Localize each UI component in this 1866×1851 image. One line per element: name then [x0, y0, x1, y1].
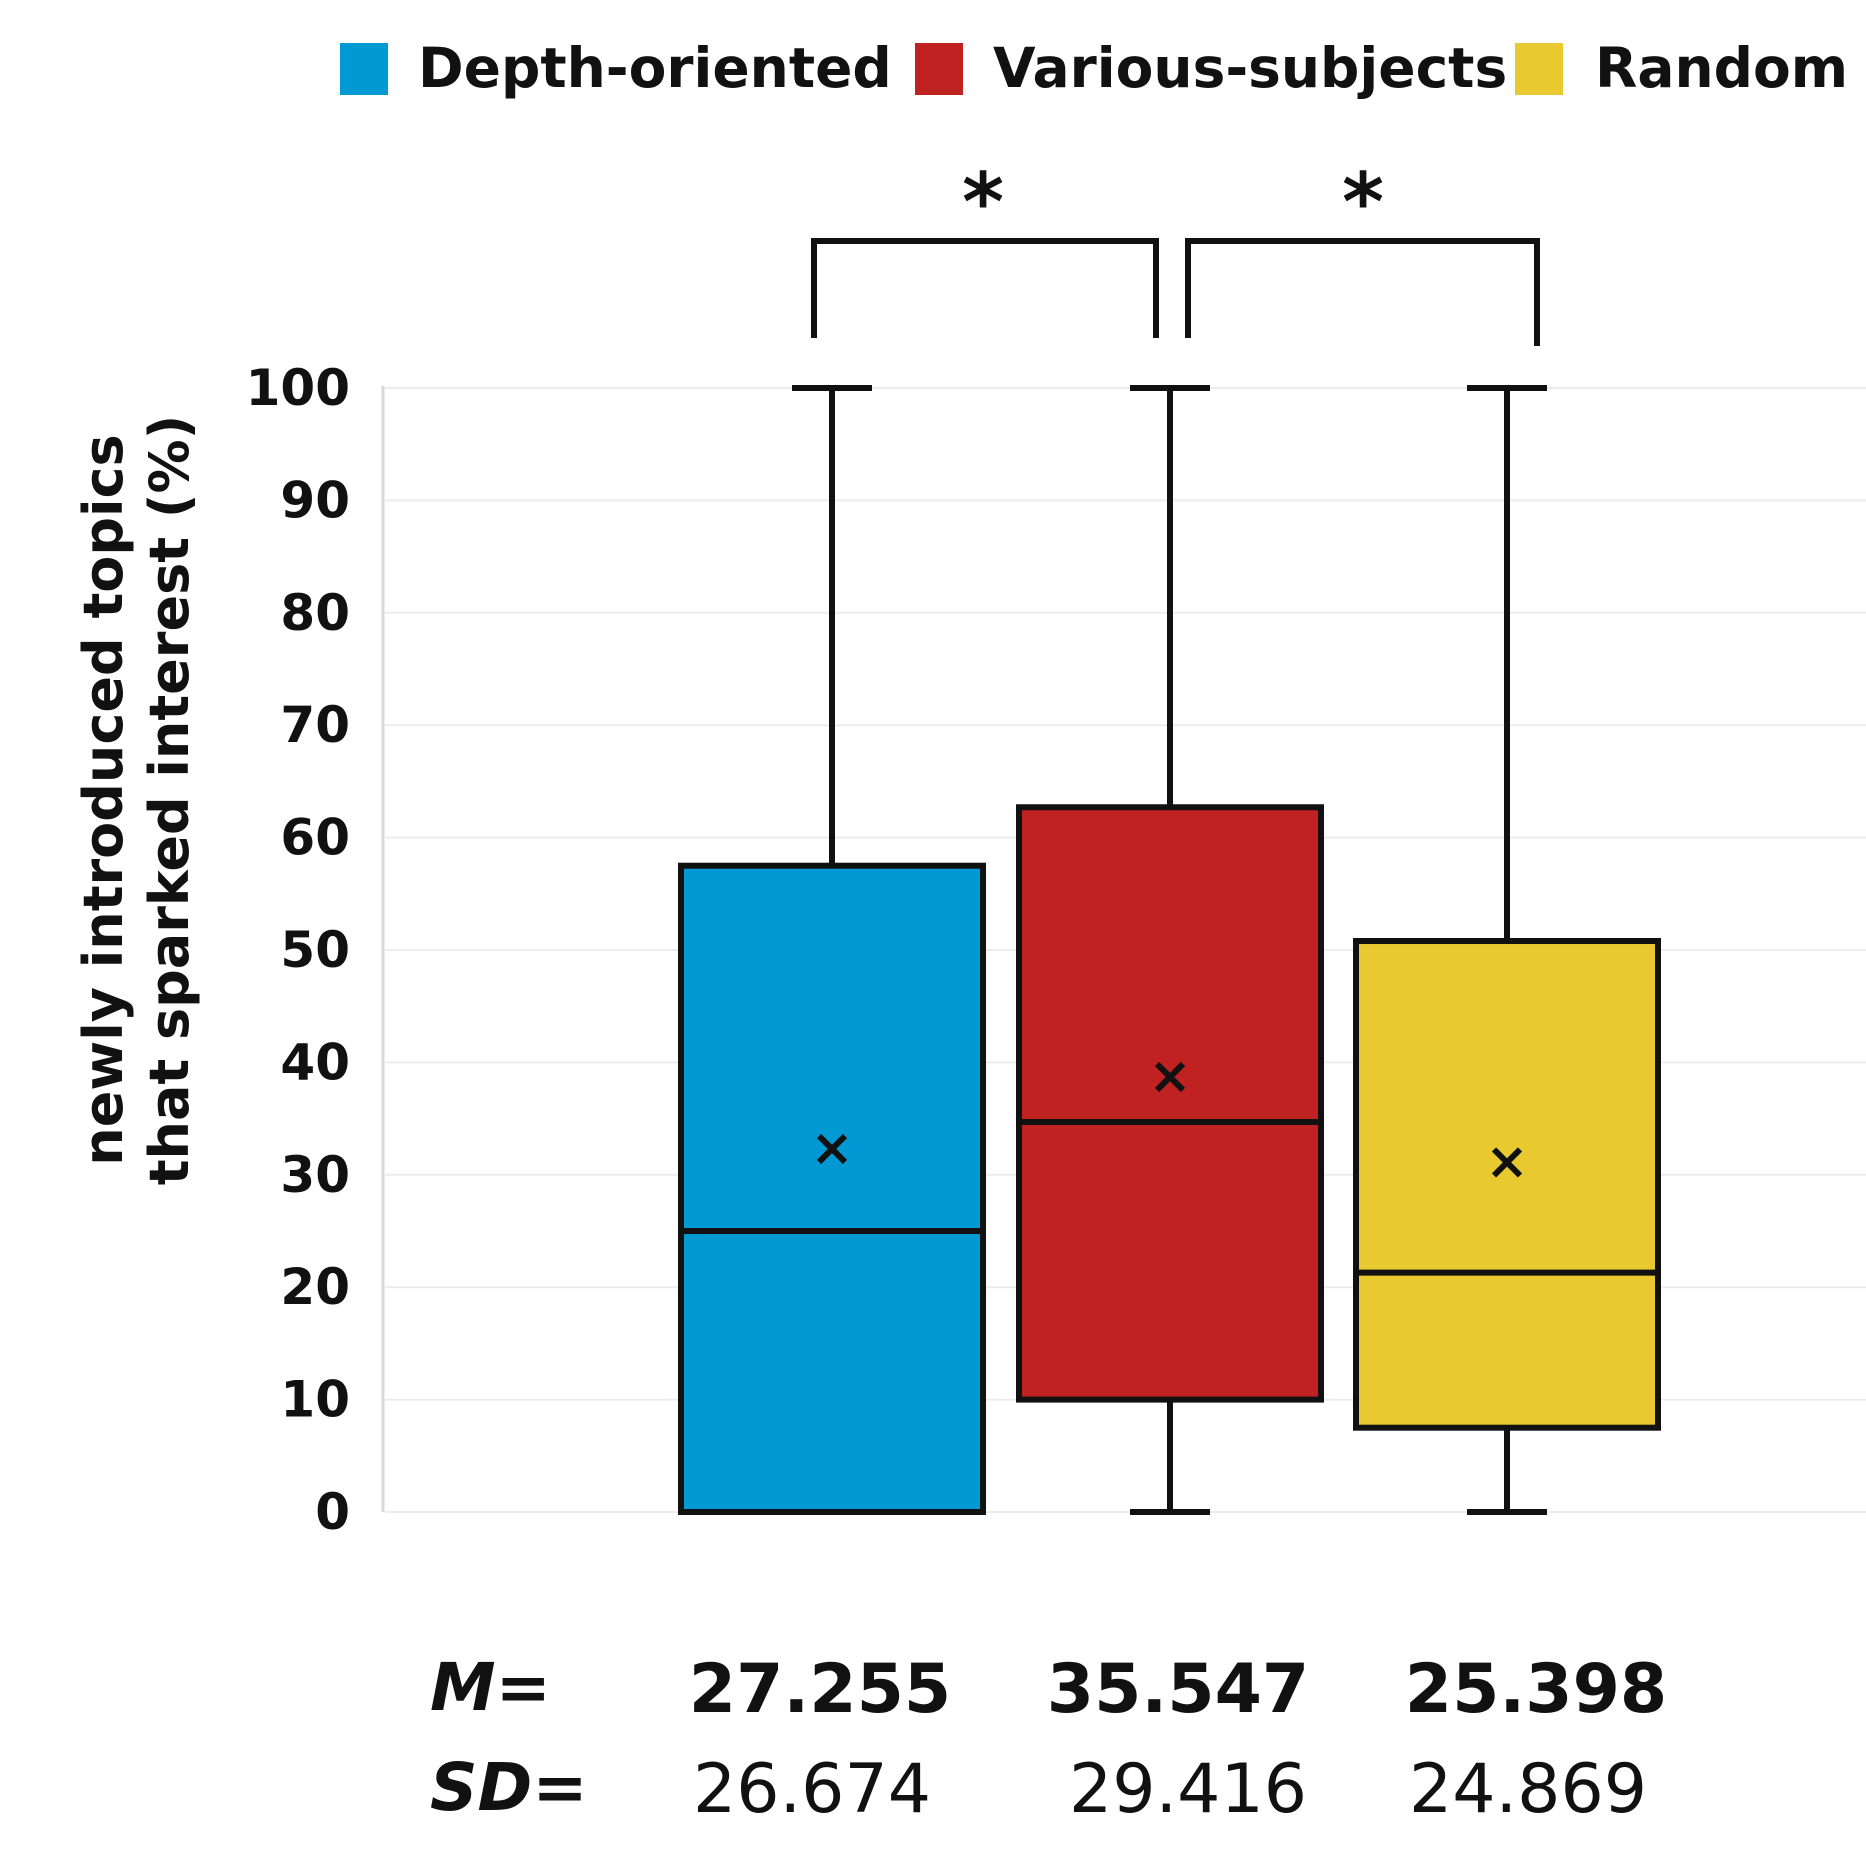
- y-tick-label: 100: [246, 359, 350, 417]
- mean-row-label: M=: [430, 1649, 551, 1726]
- sd-value-various-subjects: 29.416: [1069, 1750, 1307, 1829]
- stats-table: M= SD= 27.255 35.547 25.398 26.674 29.41…: [430, 1649, 1667, 1829]
- box-series: [678, 385, 1661, 1515]
- legend-label-random: Random: [1595, 36, 1848, 100]
- y-axis-ticks: 0 10 20 30 40 50 60 70 80 90 100: [246, 359, 350, 1541]
- bracket-line: [1185, 238, 1540, 346]
- y-tick-label: 60: [280, 809, 350, 867]
- y-tick-label: 50: [280, 921, 350, 979]
- mean-marker-stroke: [1491, 1147, 1523, 1178]
- iqr-box: [678, 862, 986, 1515]
- y-axis-title-line-1: newly introduced topics: [72, 434, 135, 1165]
- mean-value-random: 25.398: [1405, 1650, 1667, 1729]
- mean-value-depth-oriented: 27.255: [689, 1650, 951, 1729]
- mean-marker-stroke: [816, 1133, 848, 1165]
- significance-bracket: *: [811, 156, 1159, 338]
- y-axis-title-line-2: that sparked interest (%): [138, 415, 201, 1186]
- y-tick-label: 0: [315, 1483, 350, 1541]
- iqr-box: [1016, 804, 1324, 1403]
- legend-label-various-subjects: Various-subjects: [993, 36, 1507, 100]
- bracket-line: [811, 238, 1159, 338]
- y-tick-label: 30: [280, 1146, 350, 1204]
- y-tick-label: 10: [280, 1371, 350, 1429]
- iqr-box: [1353, 938, 1661, 1431]
- y-tick-label: 90: [280, 471, 350, 529]
- mean-marker: [1154, 1061, 1186, 1093]
- legend-swatch-random: [1515, 43, 1563, 95]
- legend-label-depth-oriented: Depth-oriented: [418, 36, 892, 100]
- mean-value-various-subjects: 35.547: [1047, 1650, 1309, 1729]
- box-depth-oriented: [678, 385, 986, 1515]
- y-axis-title: newly introduced topics that sparked int…: [72, 415, 201, 1186]
- y-tick-label: 80: [280, 584, 350, 642]
- y-tick-label: 20: [280, 1258, 350, 1316]
- significance-brackets: * *: [811, 156, 1540, 346]
- y-tick-label: 70: [280, 696, 350, 754]
- legend: Depth-oriented Various-subjects Random: [340, 36, 1848, 100]
- mean-marker: [816, 1133, 848, 1165]
- significance-bracket: *: [1185, 156, 1540, 346]
- legend-swatch-depth-oriented: [340, 43, 388, 95]
- legend-swatch-various-subjects: [915, 43, 963, 95]
- significance-star: *: [1342, 156, 1384, 249]
- sd-value-depth-oriented: 26.674: [693, 1750, 931, 1829]
- mean-marker: [1491, 1147, 1523, 1178]
- box-various-subjects: [1016, 385, 1324, 1515]
- significance-star: *: [962, 156, 1004, 249]
- sd-row-label: SD=: [430, 1749, 588, 1826]
- y-tick-label: 40: [280, 1033, 350, 1091]
- mean-marker-stroke: [1154, 1061, 1186, 1093]
- sd-value-random: 24.869: [1409, 1750, 1647, 1829]
- box-random: [1353, 385, 1661, 1515]
